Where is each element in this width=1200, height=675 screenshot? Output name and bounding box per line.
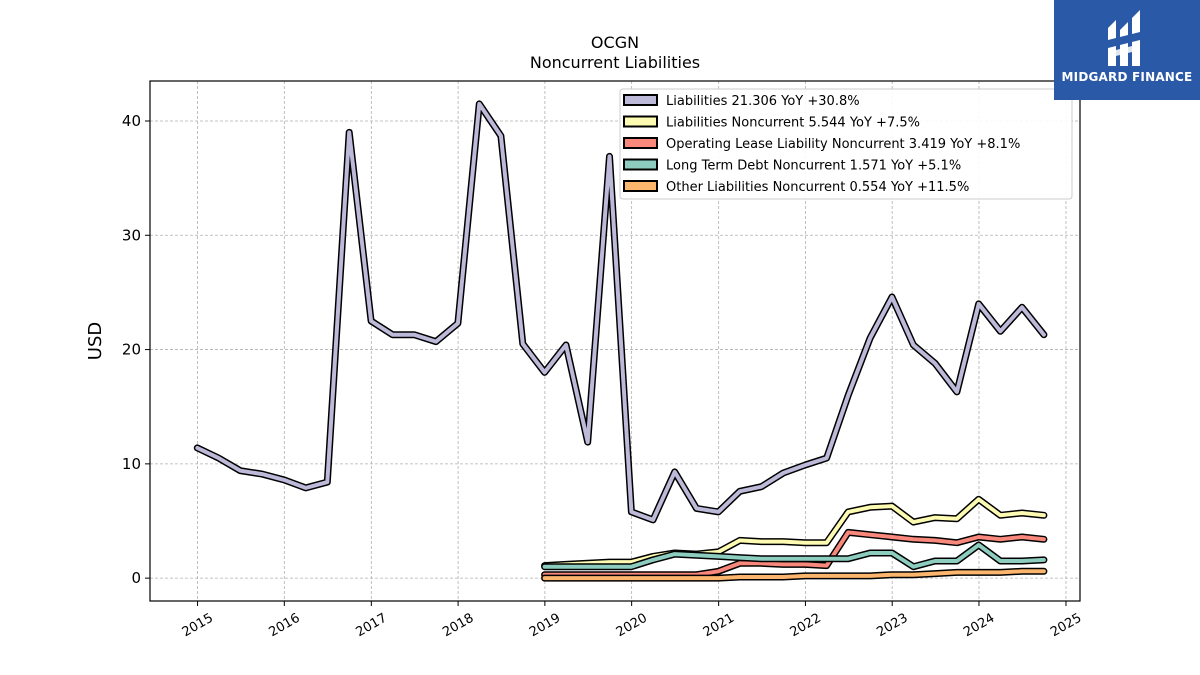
x-tick-label: 2022 xyxy=(788,611,824,641)
midgard-logo-icon xyxy=(1108,10,1140,66)
x-tick-label: 2016 xyxy=(266,611,302,641)
legend-label: Operating Lease Liability Noncurrent 3.4… xyxy=(666,137,1020,152)
y-tick-label: 40 xyxy=(122,112,141,130)
y-axis-label: USD xyxy=(85,322,106,360)
series-line xyxy=(542,497,1046,568)
legend: Liabilities 21.306 YoY +30.8% Liabilities… xyxy=(619,88,1073,200)
series-line xyxy=(195,101,1046,522)
series-layer xyxy=(193,100,1048,582)
x-tick-label: 2023 xyxy=(874,611,910,641)
brand-logo: MIDGARD FINANCE xyxy=(1054,0,1200,100)
legend-swatch xyxy=(623,115,658,128)
legend-swatch xyxy=(623,94,658,106)
x-tick-label: 2018 xyxy=(440,611,476,641)
legend-swatch xyxy=(623,180,658,192)
legend-label: Other Liabilities Noncurrent 0.554 YoY +… xyxy=(666,180,969,195)
legend-label: Liabilities 21.306 YoY +30.8% xyxy=(666,94,860,109)
legend-box xyxy=(619,88,1073,200)
y-tick-label: 20 xyxy=(122,341,141,359)
x-axis: 2015 2016 2017 2018 2019 2020 2021 2022 2023 2024… xyxy=(180,601,1084,641)
x-tick-label: 2017 xyxy=(353,611,389,641)
legend-label: Long Term Debt Noncurrent 1.571 YoY +5.1… xyxy=(666,159,961,174)
legend-label: Liabilities Noncurrent 5.544 YoY +7.5% xyxy=(666,116,920,131)
series-line xyxy=(542,569,1046,581)
x-tick-label: 2015 xyxy=(180,611,216,641)
legend-swatch xyxy=(623,158,658,171)
chart-subtitle: Noncurrent Liabilities xyxy=(530,53,700,72)
x-tick-label: 2020 xyxy=(614,611,650,641)
x-tick-label: 2021 xyxy=(701,611,737,641)
y-tick-label: 10 xyxy=(122,455,141,473)
chart-title: OCGN xyxy=(591,33,639,52)
x-tick-label: 2019 xyxy=(527,611,563,641)
legend-swatch xyxy=(623,137,658,149)
x-tick-label: 2025 xyxy=(1048,611,1084,641)
y-axis: 0 10 20 30 40 xyxy=(122,112,150,587)
logo-text: MIDGARD FINANCE xyxy=(1061,70,1193,84)
x-tick-label: 2024 xyxy=(961,611,997,641)
y-tick-label: 0 xyxy=(131,569,141,587)
plot-frame xyxy=(149,80,1081,602)
series-line xyxy=(542,543,1046,569)
y-tick-label: 30 xyxy=(122,226,141,244)
